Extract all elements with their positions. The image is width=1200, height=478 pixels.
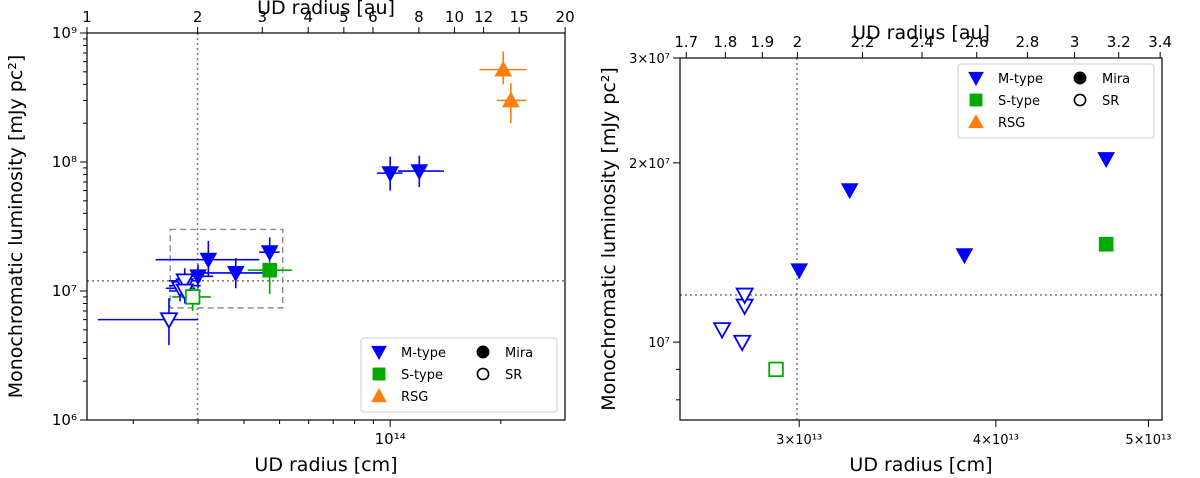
x2-tick-label: 10 (445, 8, 464, 26)
x2-axis-title: UD radius [au] (257, 0, 395, 19)
x2-tick-label: 5 (339, 8, 349, 26)
data-layer (87, 33, 565, 420)
legend-label: Mira (505, 346, 533, 361)
legend-marker-sr (476, 367, 490, 381)
plot-frame (86, 32, 566, 421)
legend-label: S-type (998, 94, 1040, 109)
data-point-m-type-mira (410, 164, 429, 181)
data-point-s-type-sr (184, 289, 201, 305)
x-axis-title: UD radius [cm] (254, 454, 397, 476)
x2-tick-label: 3 (258, 8, 268, 26)
x2-tick-label: 3.2 (1107, 33, 1131, 51)
data-point-rsg-mira (494, 60, 513, 77)
x2-tick-label: 1.7 (674, 33, 698, 51)
legend-marker-m-type (968, 71, 984, 87)
data-point-m-type-sr (735, 287, 755, 305)
legend-label: RSG (998, 116, 1025, 131)
legend: M-type Mira S-type SR RSG (360, 337, 558, 413)
x2-tick-label: 1 (82, 8, 92, 26)
legend-marker-mira (476, 345, 490, 359)
data-point-m-type-mira (226, 266, 245, 282)
x-tick-label: 10¹⁴ (375, 430, 406, 448)
y-tick-label: 10⁸ (52, 153, 77, 171)
x2-tick-label: 2.2 (851, 33, 875, 51)
x2-tick-label: 15 (510, 8, 529, 26)
data-point-s-type-mira (1098, 236, 1114, 252)
x2-tick-label: 3 (1070, 33, 1080, 51)
data-point-rsg-mira (502, 91, 520, 108)
legend-marker-s-type (969, 93, 983, 107)
x-tick-label: 4×10¹³ (973, 433, 1019, 448)
y-tick-label: 3×10⁷ (629, 52, 670, 67)
legend-label: M-type (998, 72, 1043, 87)
data-point-m-type-sr (712, 322, 732, 340)
data-point-m-type-sr (175, 273, 195, 291)
x-tick-label: 5×10¹³ (1125, 433, 1171, 448)
data-point-m-type-mira (189, 269, 207, 286)
plot-frame (679, 57, 1163, 421)
legend-label: S-type (401, 368, 443, 383)
data-point-m-type-mira (1097, 152, 1116, 169)
data-point-m-type-mira (260, 245, 279, 262)
x2-tick-label: 8 (414, 8, 424, 26)
legend-marker-m-type (371, 345, 387, 361)
data-point-s-type-sr (768, 361, 784, 378)
x2-tick-label: 6 (368, 8, 378, 26)
data-point-m-type-mira (840, 183, 859, 200)
x2-axis-title: UD radius [au] (852, 22, 990, 44)
axis-ticks (673, 57, 1149, 427)
legend-marker-rsg (371, 387, 387, 403)
data-point-m-type-mira (199, 252, 218, 269)
legend-label: SR (1102, 94, 1119, 109)
x2-tick-label: 2 (193, 8, 203, 26)
data-point-m-type-mira (381, 166, 400, 183)
data-point-m-type-sr (159, 312, 179, 330)
x2-tick-label: 3.4 (1148, 33, 1172, 51)
zoom-region-box (169, 228, 284, 309)
data-point-m-type-mira (955, 248, 974, 265)
x-axis-title: UD radius [cm] (849, 454, 992, 476)
axis-ticks (80, 32, 502, 427)
x2-tick-label: 1.8 (713, 33, 737, 51)
legend-marker-s-type (372, 367, 386, 381)
x2-tick-label: 20 (556, 8, 575, 26)
data-layer (680, 58, 1162, 420)
legend-marker-mira (1073, 71, 1087, 85)
legend: M-type Mira S-type SR RSG (957, 63, 1155, 139)
legend-frame (957, 63, 1155, 139)
legend-marker-rsg (968, 113, 984, 129)
x-tick-label: 3×10¹³ (776, 433, 822, 448)
data-point-s-type-mira (262, 262, 278, 278)
legend-label: Mira (1102, 72, 1130, 87)
data-point-m-type-mira (790, 263, 809, 280)
x2-tick-label: 2.8 (1015, 33, 1039, 51)
x2-tick-label: 2.4 (910, 33, 934, 51)
x2-tick-label: 4 (303, 8, 313, 26)
x2-tick-label: 2 (793, 33, 803, 51)
y-tick-label: 10⁹ (52, 24, 77, 42)
y-axis-title: Monochromatic luminosity [mJy pc²] (5, 55, 27, 399)
y-tick-label: 2×10⁷ (629, 157, 670, 172)
legend-marker-sr (1073, 93, 1087, 107)
legend-label: RSG (401, 390, 428, 405)
x2-tick-label: 12 (474, 8, 493, 26)
legend-frame (360, 337, 558, 413)
right-panel: 3×10¹³ 4×10¹³ 5×10¹³ 10⁷ 2×10⁷ 3×10⁷ 1.7 1.8 1.9… (598, 22, 1172, 476)
y-tick-label: 10⁶ (52, 411, 77, 429)
data-point-m-type-sr (732, 334, 752, 352)
y-tick-label: 10⁷ (648, 336, 670, 351)
y-axis-title: Monochromatic luminosity [mJy pc²] (598, 67, 620, 411)
x2-tick-label: 2.6 (965, 33, 989, 51)
legend-label: SR (505, 368, 522, 383)
legend-label: M-type (401, 346, 446, 361)
x2-tick-label: 1.9 (750, 33, 774, 51)
y-tick-label: 10⁷ (52, 282, 77, 300)
